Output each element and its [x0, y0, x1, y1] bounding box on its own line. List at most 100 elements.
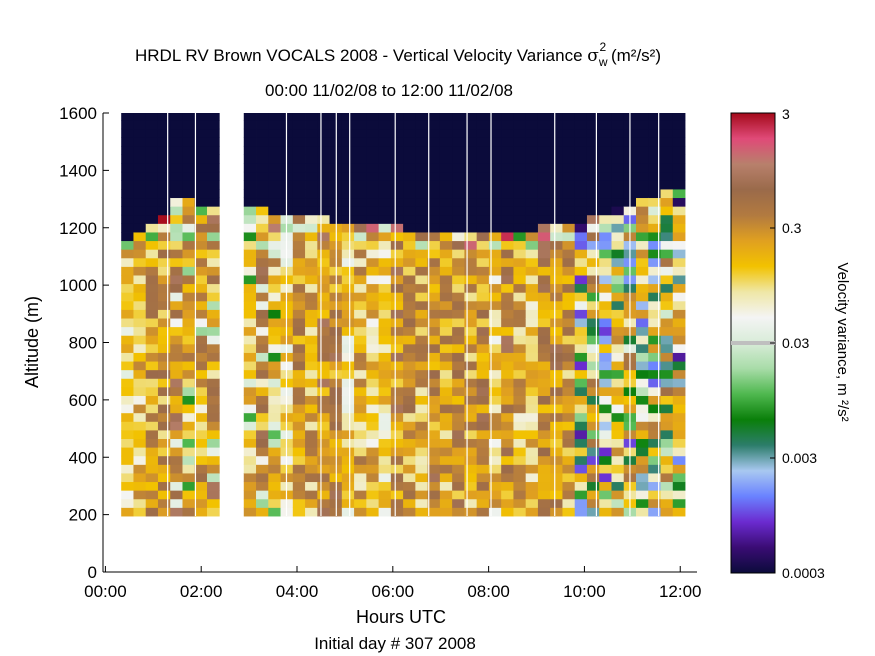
heatmap-cell: [452, 438, 465, 448]
heatmap-cell: [537, 318, 551, 328]
heatmap-cell: [427, 214, 441, 224]
heatmap-cell: [317, 473, 330, 483]
heatmap-cell: [317, 481, 330, 491]
heatmap-cell: [476, 309, 490, 319]
heatmap-cell: [170, 240, 183, 250]
heatmap-cell: [157, 421, 171, 431]
heatmap-cell: [636, 464, 649, 474]
heatmap-cell: [378, 455, 392, 465]
heatmap-cell: [599, 447, 612, 457]
heatmap-cell: [366, 490, 379, 500]
heatmap-cell: [182, 197, 196, 207]
heatmap-cell: [121, 326, 134, 336]
heatmap-cell: [415, 145, 429, 155]
heatmap-cell: [415, 275, 429, 285]
heatmap-cell: [403, 404, 416, 414]
heatmap-cell: [574, 507, 588, 517]
heatmap-cell: [599, 206, 612, 216]
heatmap-cell: [427, 335, 441, 345]
heatmap-cell: [513, 447, 527, 457]
heatmap-cell: [256, 223, 269, 233]
heatmap-cell: [403, 438, 416, 448]
heatmap-cell: [439, 369, 453, 379]
heatmap-cell: [121, 352, 134, 362]
heatmap-cell: [574, 404, 588, 414]
heatmap-cell: [525, 113, 539, 121]
heatmap-cell: [611, 275, 625, 285]
heatmap-cell: [501, 292, 514, 302]
heatmap-cell: [157, 223, 171, 233]
heatmap-cell: [243, 292, 257, 302]
heatmap-cell: [636, 189, 649, 199]
heatmap-cell: [157, 447, 171, 457]
heatmap-cell: [182, 171, 196, 181]
heatmap-cell: [562, 283, 576, 293]
heatmap-cell: [194, 113, 208, 121]
heatmap-cell: [672, 430, 686, 440]
heatmap-cell: [636, 309, 649, 319]
heatmap-cell: [305, 283, 318, 293]
heatmap-cell: [366, 257, 379, 267]
heatmap-cell: [574, 343, 588, 353]
heatmap-cell: [170, 361, 183, 371]
heatmap-cell: [439, 361, 453, 371]
heatmap-cell: [133, 309, 147, 319]
heatmap-cell: [292, 455, 306, 465]
heatmap-cell: [525, 240, 539, 250]
heatmap-cell: [317, 120, 330, 130]
heatmap-cell: [513, 189, 527, 199]
heatmap-cell: [513, 404, 527, 414]
heatmap-cell: [439, 232, 453, 242]
heatmap-cell: [390, 223, 404, 233]
heatmap-cell: [390, 163, 404, 173]
heatmap-cell: [378, 378, 392, 388]
heatmap-cell: [550, 120, 563, 130]
heatmap-cell: [354, 128, 367, 138]
heatmap-cell: [243, 257, 257, 267]
heatmap-cell: [452, 378, 465, 388]
heatmap-cell: [648, 464, 661, 474]
heatmap-cell: [672, 249, 686, 259]
heatmap-cell: [182, 300, 196, 310]
heatmap-cell: [586, 421, 600, 431]
heatmap-cell: [439, 163, 453, 173]
heatmap-cell: [157, 197, 171, 207]
heatmap-cell: [207, 430, 220, 440]
heatmap-cell: [636, 490, 649, 500]
heatmap-cell: [501, 395, 514, 405]
heatmap-cell: [427, 113, 441, 121]
heatmap-cell: [452, 430, 465, 440]
heatmap-cell: [366, 120, 379, 130]
heatmap-cell: [660, 404, 674, 414]
heatmap-cell: [170, 163, 183, 173]
heatmap-cell: [145, 232, 159, 242]
heatmap-cell: [476, 343, 490, 353]
heatmap-cell: [415, 128, 429, 138]
heatmap-cell: [611, 326, 625, 336]
heatmap-cell: [121, 412, 134, 422]
heatmap-cell: [513, 395, 527, 405]
heatmap-cell: [133, 180, 147, 190]
heatmap-cell: [268, 378, 281, 388]
heatmap-cell: [464, 412, 478, 422]
heatmap-cell: [648, 275, 661, 285]
heatmap-cell: [452, 498, 465, 508]
heatmap-cell: [501, 206, 514, 216]
heatmap-cell: [452, 189, 465, 199]
heatmap-cell: [562, 249, 576, 259]
heatmap-cell: [305, 361, 318, 371]
heatmap-cell: [390, 412, 404, 422]
heatmap-cell: [390, 189, 404, 199]
colorbar-label: Velocity variance, m ²/s²: [834, 262, 851, 421]
heatmap-cell: [243, 498, 257, 508]
heatmap-cell: [170, 309, 183, 319]
heatmap-cell: [636, 369, 649, 379]
heatmap-cell: [366, 386, 379, 396]
heatmap-cell: [525, 498, 539, 508]
heatmap-cell: [611, 189, 625, 199]
heatmap-cell: [476, 335, 490, 345]
heatmap-cell: [121, 113, 134, 121]
heatmap-cell: [476, 498, 490, 508]
heatmap-cell: [305, 309, 318, 319]
heatmap-cell: [207, 163, 220, 173]
